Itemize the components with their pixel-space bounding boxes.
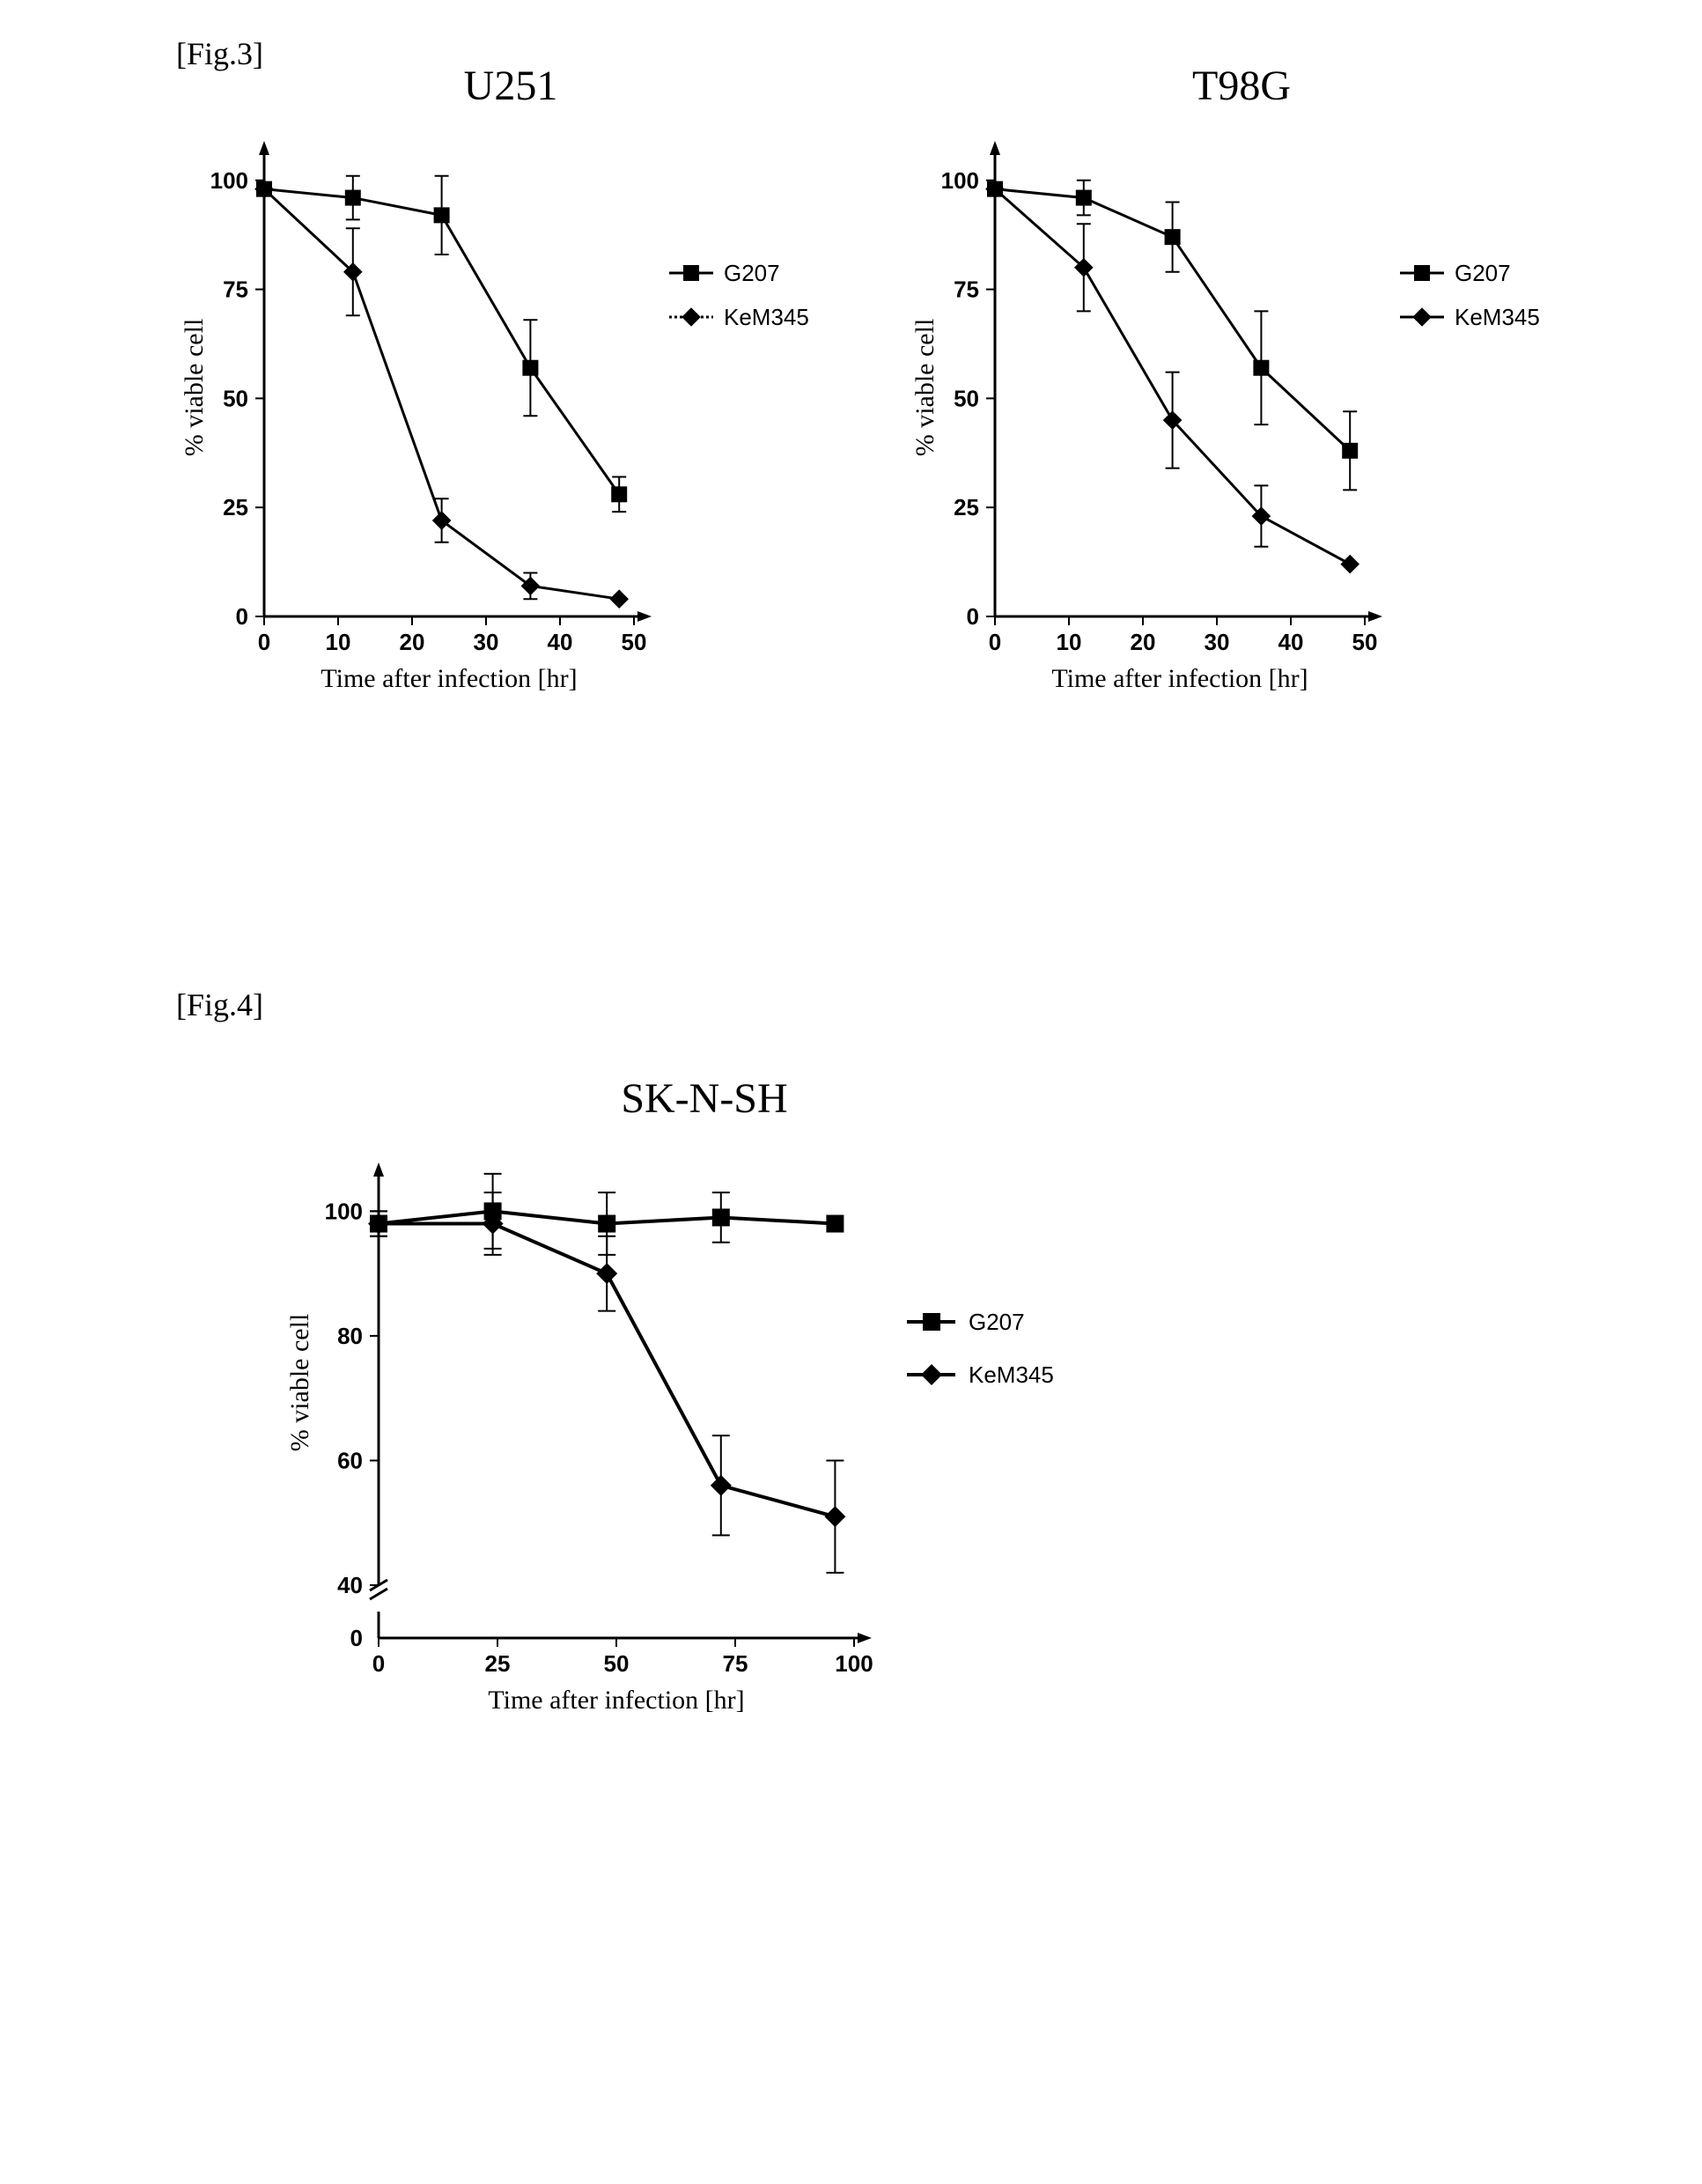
svg-text:10: 10: [326, 629, 351, 655]
svg-text:75: 75: [223, 277, 248, 303]
svg-text:50: 50: [1352, 629, 1378, 655]
svg-text:20: 20: [1131, 629, 1156, 655]
chart-sknsh-title: SK-N-SH: [528, 1074, 880, 1123]
chart-sknsh: 0 25 50 75 100 40 60 80 100 0 Time after infection…: [247, 1145, 1215, 1832]
svg-text:0: 0: [967, 603, 979, 630]
svg-text:30: 30: [474, 629, 499, 655]
svg-text:50: 50: [604, 1650, 630, 1677]
svg-text:% viable cell: % viable cell: [910, 319, 939, 457]
chart-u251-title: U251: [379, 62, 643, 110]
svg-text:40: 40: [548, 629, 573, 655]
svg-text:G207: G207: [724, 260, 780, 286]
fig3-label: [Fig.3]: [176, 35, 263, 72]
svg-text:Time after infection [hr]: Time after infection [hr]: [321, 664, 577, 693]
svg-text:KeM345: KeM345: [969, 1361, 1054, 1388]
svg-text:0: 0: [350, 1625, 363, 1651]
svg-text:40: 40: [1278, 629, 1304, 655]
svg-text:G207: G207: [1455, 260, 1511, 286]
svg-text:KeM345: KeM345: [724, 304, 809, 330]
svg-text:30: 30: [1205, 629, 1230, 655]
svg-text:40: 40: [337, 1572, 363, 1598]
svg-text:% viable cell: % viable cell: [285, 1314, 314, 1452]
svg-text:20: 20: [400, 629, 425, 655]
svg-text:60: 60: [337, 1447, 363, 1473]
svg-text:Time after infection [hr]: Time after infection [hr]: [1051, 664, 1308, 693]
svg-text:25: 25: [954, 494, 979, 520]
svg-text:% viable cell: % viable cell: [180, 319, 209, 457]
svg-text:0: 0: [236, 603, 248, 630]
chart-t98g-title: T98G: [1109, 62, 1374, 110]
svg-text:0: 0: [372, 1650, 385, 1677]
svg-text:0: 0: [989, 629, 1001, 655]
svg-text:0: 0: [258, 629, 270, 655]
svg-text:80: 80: [337, 1323, 363, 1349]
svg-text:100: 100: [210, 167, 248, 194]
chart-u251: 0 10 20 30 40 50 0 25 50 75 100 Time after infectio…: [158, 132, 880, 766]
svg-text:25: 25: [485, 1650, 511, 1677]
svg-text:10: 10: [1057, 629, 1082, 655]
svg-text:50: 50: [954, 385, 979, 411]
svg-text:100: 100: [835, 1650, 873, 1677]
svg-text:50: 50: [223, 385, 248, 411]
svg-text:100: 100: [325, 1198, 363, 1224]
svg-text:75: 75: [723, 1650, 748, 1677]
svg-text:25: 25: [223, 494, 248, 520]
svg-text:75: 75: [954, 277, 979, 303]
svg-text:50: 50: [622, 629, 647, 655]
svg-text:Time after infection [hr]: Time after infection [hr]: [488, 1686, 744, 1715]
svg-text:100: 100: [941, 167, 979, 194]
svg-text:G207: G207: [969, 1309, 1025, 1335]
chart-t98g: 0 10 20 30 40 50 0 25 50 75 100 Time after infectio…: [889, 132, 1611, 766]
fig4-label: [Fig.4]: [176, 986, 263, 1023]
svg-text:KeM345: KeM345: [1455, 304, 1540, 330]
